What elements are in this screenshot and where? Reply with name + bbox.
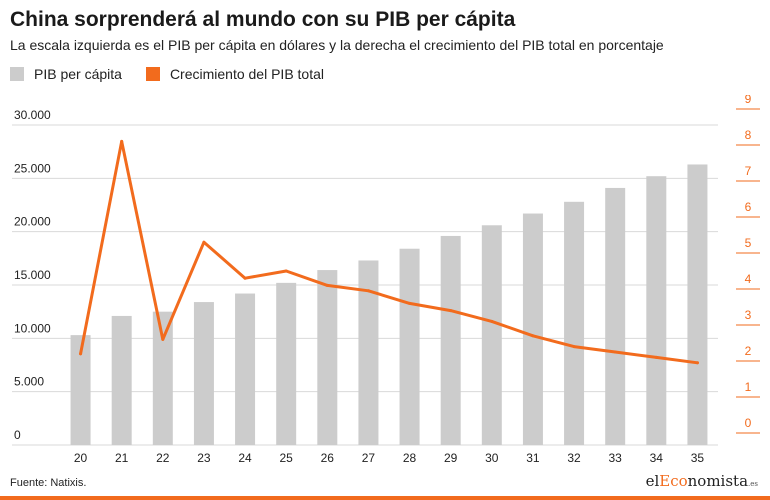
growth-point: [325, 283, 329, 287]
y-left-tick-label: 25.000: [14, 161, 51, 175]
bar: [522, 213, 543, 445]
growth-point: [79, 352, 83, 356]
y-right-tick-label: 2: [745, 344, 752, 358]
growth-line: [79, 139, 699, 365]
y-left-tick-label: 30.000: [14, 108, 51, 122]
y-left-tick-label: 15.000: [14, 268, 51, 282]
x-tick-label: 34: [650, 451, 664, 465]
x-tick-label: 27: [362, 451, 376, 465]
y-right-tick-label: 9: [745, 95, 752, 106]
bottom-accent-bar: [0, 496, 770, 500]
x-tick-label: 33: [609, 451, 623, 465]
y-left-tick-label: 5.000: [14, 375, 44, 389]
y-right-tick-label: 7: [745, 164, 752, 178]
y-right-tick-label: 3: [745, 308, 752, 322]
source-note: Fuente: Natixis.: [10, 477, 87, 489]
chart-title: China sorprenderá al mundo con su PIB pe…: [10, 8, 516, 31]
y-right-tick-label: 8: [745, 128, 752, 142]
bar: [317, 270, 338, 445]
x-tick-label: 28: [403, 451, 417, 465]
publisher-logo: elEconomista.es: [645, 472, 758, 490]
y-right-tick-label: 6: [745, 200, 752, 214]
growth-point: [449, 309, 453, 313]
growth-point: [572, 345, 576, 349]
x-tick-label: 35: [691, 451, 705, 465]
bar: [152, 311, 173, 445]
growth-point: [654, 355, 658, 359]
bar: [399, 248, 420, 445]
growth-point: [366, 289, 370, 293]
x-tick-label: 31: [526, 451, 540, 465]
growth-point: [120, 139, 124, 143]
growth-point: [695, 361, 699, 365]
legend-label-line: Crecimiento del PIB total: [169, 66, 325, 82]
bar: [687, 164, 708, 445]
bar: [235, 293, 256, 445]
growth-point: [284, 269, 288, 273]
x-tick-label: 20: [74, 451, 88, 465]
y-right-tick-label: 4: [745, 272, 752, 286]
legend-swatch-line: [145, 67, 160, 81]
growth-point: [243, 276, 247, 280]
bar: [276, 282, 297, 445]
growth-point: [161, 337, 165, 341]
x-tick-label: 22: [156, 451, 170, 465]
x-tick-label: 32: [567, 451, 581, 465]
x-tick-label: 21: [115, 451, 129, 465]
x-tick-label: 26: [321, 451, 335, 465]
bar: [605, 187, 626, 445]
bar: [358, 260, 379, 445]
y-right-tick-label: 0: [745, 416, 752, 430]
bar: [564, 201, 585, 445]
growth-point: [408, 301, 412, 305]
combo-chart: 30.000 25.000 20.000 15.000 10.000 5.000 0 9 8 7 6…: [12, 95, 760, 465]
bar: [440, 235, 461, 445]
x-tick-label: 24: [238, 451, 252, 465]
bar: [193, 302, 214, 445]
y-left-tick-label: 0: [14, 428, 21, 442]
legend-item-line: Crecimiento del PIB total: [145, 66, 325, 82]
y-left-tick-label: 10.000: [14, 321, 51, 335]
growth-point: [490, 319, 494, 323]
x-tick-label: 29: [444, 451, 458, 465]
y-right-tick-label: 1: [745, 380, 752, 394]
y-left-tick-label: 20.000: [14, 215, 51, 229]
bar: [111, 315, 132, 445]
chart-subtitle: La escala izquierda es el PIB per cápita…: [10, 37, 664, 53]
legend-label-bars: PIB per cápita: [34, 66, 122, 82]
legend: PIB per cápita Crecimiento del PIB total: [10, 65, 348, 83]
bar: [70, 335, 91, 445]
growth-point: [613, 350, 617, 354]
x-tick-label: 23: [197, 451, 211, 465]
growth-point: [202, 240, 206, 244]
legend-item-bars: PIB per cápita: [10, 66, 122, 82]
growth-point: [531, 334, 535, 338]
bar: [481, 225, 502, 445]
legend-swatch-bars: [10, 67, 24, 81]
x-tick-label: 30: [485, 451, 499, 465]
x-tick-label: 25: [280, 451, 294, 465]
y-right-tick-label: 5: [745, 236, 752, 250]
bar: [646, 176, 667, 445]
